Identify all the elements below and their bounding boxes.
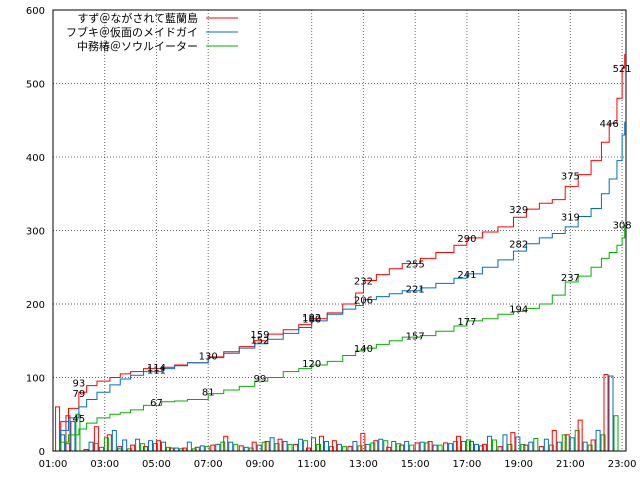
x-tick-label: 15:00 (401, 459, 430, 470)
series-line (53, 54, 626, 452)
data-label: 308 (613, 221, 632, 232)
x-tick-label: 19:00 (504, 459, 533, 470)
x-tick-label: 21:00 (556, 459, 585, 470)
data-label: 140 (354, 344, 373, 355)
data-label: 130 (199, 351, 218, 362)
y-tick-label: 100 (26, 374, 45, 385)
legend-label: すず＠ながされて藍蘭島 (77, 11, 198, 25)
data-label: 319 (561, 213, 580, 224)
y-tick-label: 400 (26, 153, 45, 164)
data-label: 157 (406, 332, 425, 343)
data-label: 221 (406, 285, 425, 296)
data-label: 255 (406, 260, 425, 271)
y-tick-label: 200 (26, 300, 45, 311)
x-tick-label: 05:00 (142, 459, 171, 470)
series-line (53, 121, 626, 452)
data-label: 329 (509, 205, 528, 216)
x-tick-label: 17:00 (452, 459, 481, 470)
x-tick-label: 23:00 (608, 459, 637, 470)
data-label: 375 (561, 171, 580, 182)
data-label: 159 (250, 330, 269, 341)
plot-frame (52, 9, 627, 452)
axes: 0 100 200 300 400 500 600 01:00 03:00 05:00 07:00 0… (26, 6, 637, 470)
x-tick-label: 07:00 (194, 459, 223, 470)
x-tick-label: 03:00 (90, 459, 119, 470)
data-label: 114 (147, 363, 166, 374)
data-label: 282 (509, 240, 528, 251)
series-line (53, 224, 626, 452)
legend-label: 中務椿＠ソウルイーター (77, 39, 198, 53)
data-label: 79 (73, 389, 86, 400)
data-label: 521 (613, 64, 632, 75)
y-tick-label: 0 (39, 447, 45, 458)
legend-label: フブキ＠仮面のメイドガイ (66, 25, 198, 39)
x-tick-label: 13:00 (349, 459, 378, 470)
y-tick-label: 600 (26, 6, 45, 17)
data-label: 237 (561, 273, 580, 284)
x-tick-label: 11:00 (297, 459, 326, 470)
data-label: 177 (457, 317, 476, 328)
y-tick-label: 500 (26, 80, 45, 91)
data-label: 99 (254, 374, 267, 385)
data-label: 152 (250, 335, 269, 346)
y-tick-label: 300 (26, 227, 45, 238)
data-label: 194 (509, 304, 528, 315)
data-label: 241 (457, 270, 476, 281)
data-label: 446 (600, 119, 619, 130)
data-label: 290 (457, 234, 476, 245)
data-label: 120 (302, 359, 321, 370)
data-label: 67 (150, 398, 163, 409)
data-label: 182 (302, 313, 321, 324)
data-label: 180 (302, 315, 321, 326)
data-label: 93 (73, 379, 86, 390)
data-label: 81 (202, 387, 215, 398)
data-label: 206 (354, 296, 373, 307)
data-labels: 93 114 130 159 180 232 255 290 329 375 446 521 79 111… (73, 64, 632, 425)
x-tick-label: 01:00 (39, 459, 68, 470)
data-label: 111 (147, 365, 166, 376)
series-lines (53, 54, 626, 452)
data-label: 45 (73, 414, 86, 425)
x-tick-label: 09:00 (246, 459, 275, 470)
data-label: 232 (354, 276, 373, 287)
